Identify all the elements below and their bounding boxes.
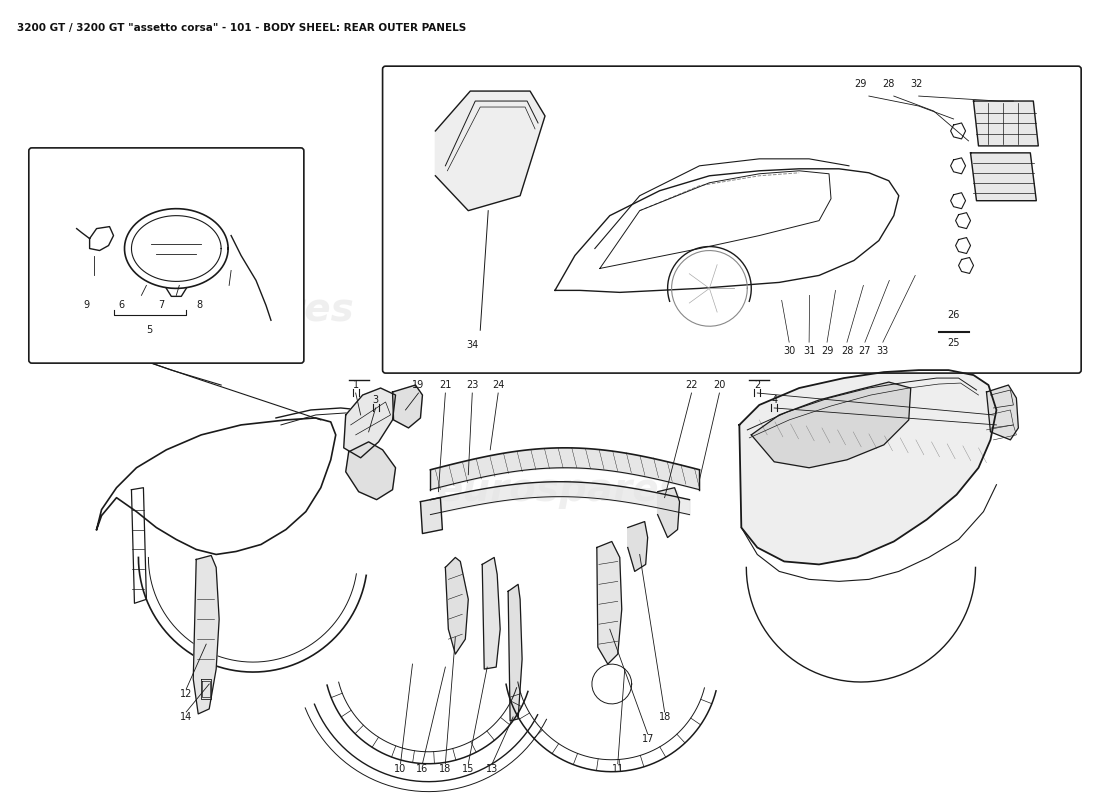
Text: 31: 31 [803,346,815,356]
Text: 16: 16 [416,764,429,774]
Polygon shape [970,153,1036,201]
Polygon shape [345,442,396,500]
Polygon shape [343,388,396,458]
Text: 23: 23 [466,380,478,390]
Text: 3200 GT / 3200 GT "assetto corsa" - 101 - BODY SHEEL: REAR OUTER PANELS: 3200 GT / 3200 GT "assetto corsa" - 101 … [16,23,466,34]
Text: 34: 34 [466,340,478,350]
Text: 33: 33 [877,346,889,356]
Polygon shape [446,558,469,654]
Text: 10: 10 [395,764,407,774]
Text: eurospares: eurospares [663,224,874,257]
Polygon shape [420,498,442,534]
Text: eurospares: eurospares [437,470,683,509]
Text: 15: 15 [462,764,474,774]
Polygon shape [739,370,997,565]
Text: 18: 18 [659,712,671,722]
Text: eurospares: eurospares [108,291,354,330]
Text: 20: 20 [713,380,726,390]
Text: 13: 13 [486,764,498,774]
Text: 7: 7 [158,300,165,310]
Text: 25: 25 [947,338,960,348]
Text: 28: 28 [840,346,854,356]
Polygon shape [508,584,522,721]
Text: 29: 29 [855,79,867,89]
Text: 21: 21 [439,380,452,390]
Text: 8: 8 [196,300,202,310]
Text: 24: 24 [492,380,505,390]
Polygon shape [436,91,544,210]
Text: 19: 19 [412,380,425,390]
Text: 3: 3 [373,395,378,405]
Polygon shape [482,558,500,669]
Text: 17: 17 [641,734,653,744]
FancyBboxPatch shape [29,148,304,363]
FancyBboxPatch shape [383,66,1081,373]
Text: 32: 32 [911,79,923,89]
Polygon shape [628,522,648,571]
Text: 26: 26 [947,310,960,320]
Text: 27: 27 [859,346,871,356]
Text: 12: 12 [180,689,192,699]
Polygon shape [393,385,422,428]
Text: 6: 6 [119,300,124,310]
Polygon shape [987,385,1019,440]
Text: 14: 14 [180,712,192,722]
Polygon shape [658,488,680,538]
Text: 22: 22 [685,380,697,390]
Polygon shape [597,542,622,664]
Text: 4: 4 [771,395,778,405]
Polygon shape [751,382,911,468]
Text: 28: 28 [882,79,895,89]
Text: 9: 9 [84,300,90,310]
Text: 11: 11 [612,764,624,774]
Polygon shape [974,101,1038,146]
Text: 29: 29 [821,346,833,356]
Text: 18: 18 [439,764,451,774]
Text: 30: 30 [783,346,795,356]
Text: 1: 1 [353,380,359,390]
Text: 2: 2 [755,380,760,390]
Polygon shape [194,555,219,714]
Text: 5: 5 [146,326,153,335]
